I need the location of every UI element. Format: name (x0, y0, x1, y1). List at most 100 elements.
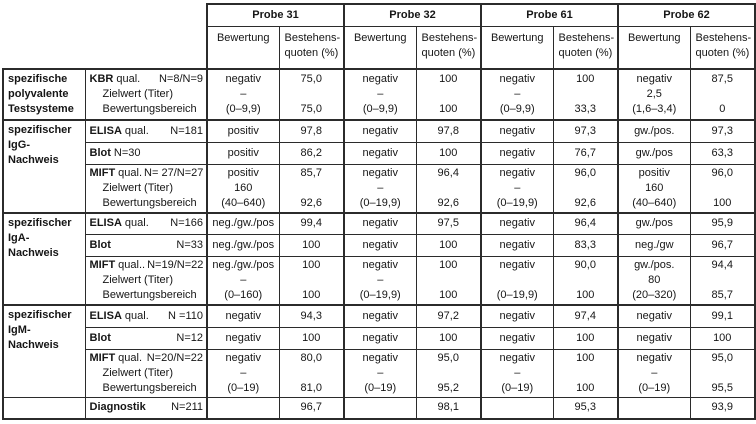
test-title-line: MIFT qual. N=20/N=22 (90, 351, 204, 366)
test-cell: Blot N=12 (84, 326, 208, 350)
test-n: N=12 (176, 331, 203, 344)
quoten-cell: 96,0 100 (689, 163, 756, 213)
bewertung-cell: gw./pos (617, 141, 691, 165)
test-n: N=181 (170, 124, 203, 137)
quoten-cell: 76,7 (552, 141, 619, 165)
bewertung-header: Bewertung (480, 25, 554, 70)
probe-header: Probe 32 (343, 3, 482, 27)
bewertung-cell: negativ 2,5 (1,6–3,4) (617, 68, 691, 121)
quoten-cell: 96,7 (278, 396, 345, 420)
quoten-cell: 98,1 (415, 396, 482, 420)
test-subline: Bewertungsbereich (102, 196, 197, 209)
quoten-cell: 96,0 92,6 (552, 163, 619, 213)
bewertung-cell: negativ – (0–9,9) (343, 68, 417, 121)
test-name: MIFT (89, 166, 116, 179)
test-n: N=33 (176, 239, 203, 251)
quoten-cell: 100 100 (278, 256, 345, 306)
test-title-line: Blot N=12 (90, 331, 204, 346)
bewertung-cell: negativ (343, 234, 417, 257)
table-row: Blot N=12 negativ 100 negativ 100 negativ… (3, 326, 756, 350)
quoten-cell: 97,8 (278, 119, 345, 143)
bewertung-cell: neg./gw./pos – (0–160) (206, 256, 280, 306)
quoten-cell: 83,3 (552, 234, 619, 257)
bewertung-cell: negativ (480, 304, 554, 328)
bewertung-cell: negativ (480, 141, 554, 165)
test-title-line: Blot N=33 (90, 238, 204, 253)
bewertung-header: Bewertung (617, 25, 691, 70)
bewertung-cell: negativ – (0–19) (480, 348, 554, 398)
test-n: N=8/N=9 (158, 73, 203, 85)
quoten-cell: 100 (415, 234, 482, 257)
test-cell: MIFT qual. N=20/N=22 Zielwert (Titer) Bewe… (84, 348, 208, 398)
quoten-cell: 100 (415, 141, 482, 165)
group-label: spezifischer IgA- Nachweis (2, 211, 86, 306)
table-header-row-probes: Probe 31 Probe 32 Probe 61 Probe 62 (3, 3, 756, 70)
test-title-line: Blot N=30 (90, 146, 204, 161)
bewertung-cell: negativ – (0–19,9) (343, 163, 417, 213)
test-subline: Zielwert (Titer) (102, 274, 173, 286)
quoten-header: Bestehens- quoten (%) (552, 25, 619, 70)
bewertung-cell: negativ – (0–19,9) (480, 163, 554, 213)
quoten-cell: 100 100 (415, 256, 482, 306)
test-qualifier: qual.. (118, 259, 146, 271)
quoten-cell: 99,4 (278, 211, 345, 235)
bewertung-cell: negativ (480, 326, 554, 350)
test-title-line: ELISA qual. N=181 (90, 124, 204, 139)
bewertung-cell: negativ (206, 326, 280, 350)
table-row: Blot N=33 neg./gw./pos 100 negativ 100 ne… (3, 234, 756, 257)
test-n: N= 27/N=27 (144, 166, 204, 179)
test-qualifier: qual. (118, 351, 143, 364)
bewertung-cell: negativ (343, 326, 417, 350)
bewertung-cell: gw./pos (617, 211, 691, 235)
quoten-cell: 97,5 (415, 211, 482, 235)
bewertung-header: Bewertung (343, 25, 417, 70)
quoten-cell: 100 33,3 (552, 68, 619, 121)
quoten-cell: 96,4 92,6 (415, 163, 482, 213)
test-name: Blot (89, 331, 111, 344)
test-name: Blot (89, 239, 111, 251)
test-n: N=19/N=22 (147, 259, 204, 271)
quoten-cell: 95,9 (689, 211, 756, 235)
results-table: Probe 31 Probe 32 Probe 61 Probe 62 Bewe… (2, 3, 756, 420)
quoten-cell: 96,4 (552, 211, 619, 235)
quoten-cell: 93,9 (689, 396, 756, 420)
group-label-empty (2, 396, 86, 420)
header-spacer (3, 4, 208, 70)
bewertung-cell: negativ (617, 304, 691, 328)
bewertung-cell: negativ (480, 211, 554, 235)
bewertung-cell: negativ (617, 326, 691, 350)
test-qualifier: qual. (124, 217, 149, 230)
test-qualifier: qual. (118, 166, 143, 179)
table-row: spezifischer IgG- Nachweis ELISA qual. N=1… (2, 119, 756, 213)
group-label: spezifische polyvalente Testsysteme (2, 68, 86, 121)
probe-header: Probe 31 (206, 3, 345, 27)
test-n: N =110 (168, 309, 203, 322)
bewertung-cell: negativ – (0–9,9) (480, 68, 554, 121)
quoten-cell: 85,7 92,6 (278, 163, 345, 213)
test-title-line: Diagnostik N=211 (90, 400, 204, 415)
bewertung-cell: negativ (0–19,9) (480, 256, 554, 306)
bewertung-cell (206, 396, 280, 420)
quoten-cell: 100 (552, 326, 619, 350)
test-cell: Blot N=33 (84, 234, 208, 257)
test-name: ELISA (89, 124, 122, 137)
bewertung-cell: negativ (343, 211, 417, 235)
test-name: KBR (89, 73, 114, 85)
quoten-cell: 100 100 (415, 68, 482, 121)
test-subline: Zielwert (Titer) (102, 88, 173, 100)
test-cell: Blot N=30 (84, 141, 208, 165)
test-cell: KBR qual. N=8/N=9 Zielwert (Titer) Bewertu… (84, 68, 208, 121)
quoten-cell: 96,7 (689, 234, 756, 257)
bewertung-cell (617, 396, 691, 420)
bewertung-cell: negativ (343, 119, 417, 143)
table-row: spezifische polyvalente Testsysteme KBR q… (2, 68, 756, 121)
test-name: MIFT (89, 351, 116, 364)
table-row: spezifischer IgM- Nachweis ELISA qual. N =… (2, 304, 756, 398)
quoten-cell: 97,3 (552, 119, 619, 143)
bewertung-cell: negativ – (0–19) (617, 348, 691, 398)
quoten-header: Bestehens- quoten (%) (278, 25, 345, 70)
test-title-line: MIFT qual.. N=19/N=22 (90, 258, 204, 273)
test-n: N=20/N=22 (146, 351, 203, 364)
test-subline: Zielwert (Titer) (102, 181, 173, 194)
test-n: N=211 (171, 401, 203, 414)
